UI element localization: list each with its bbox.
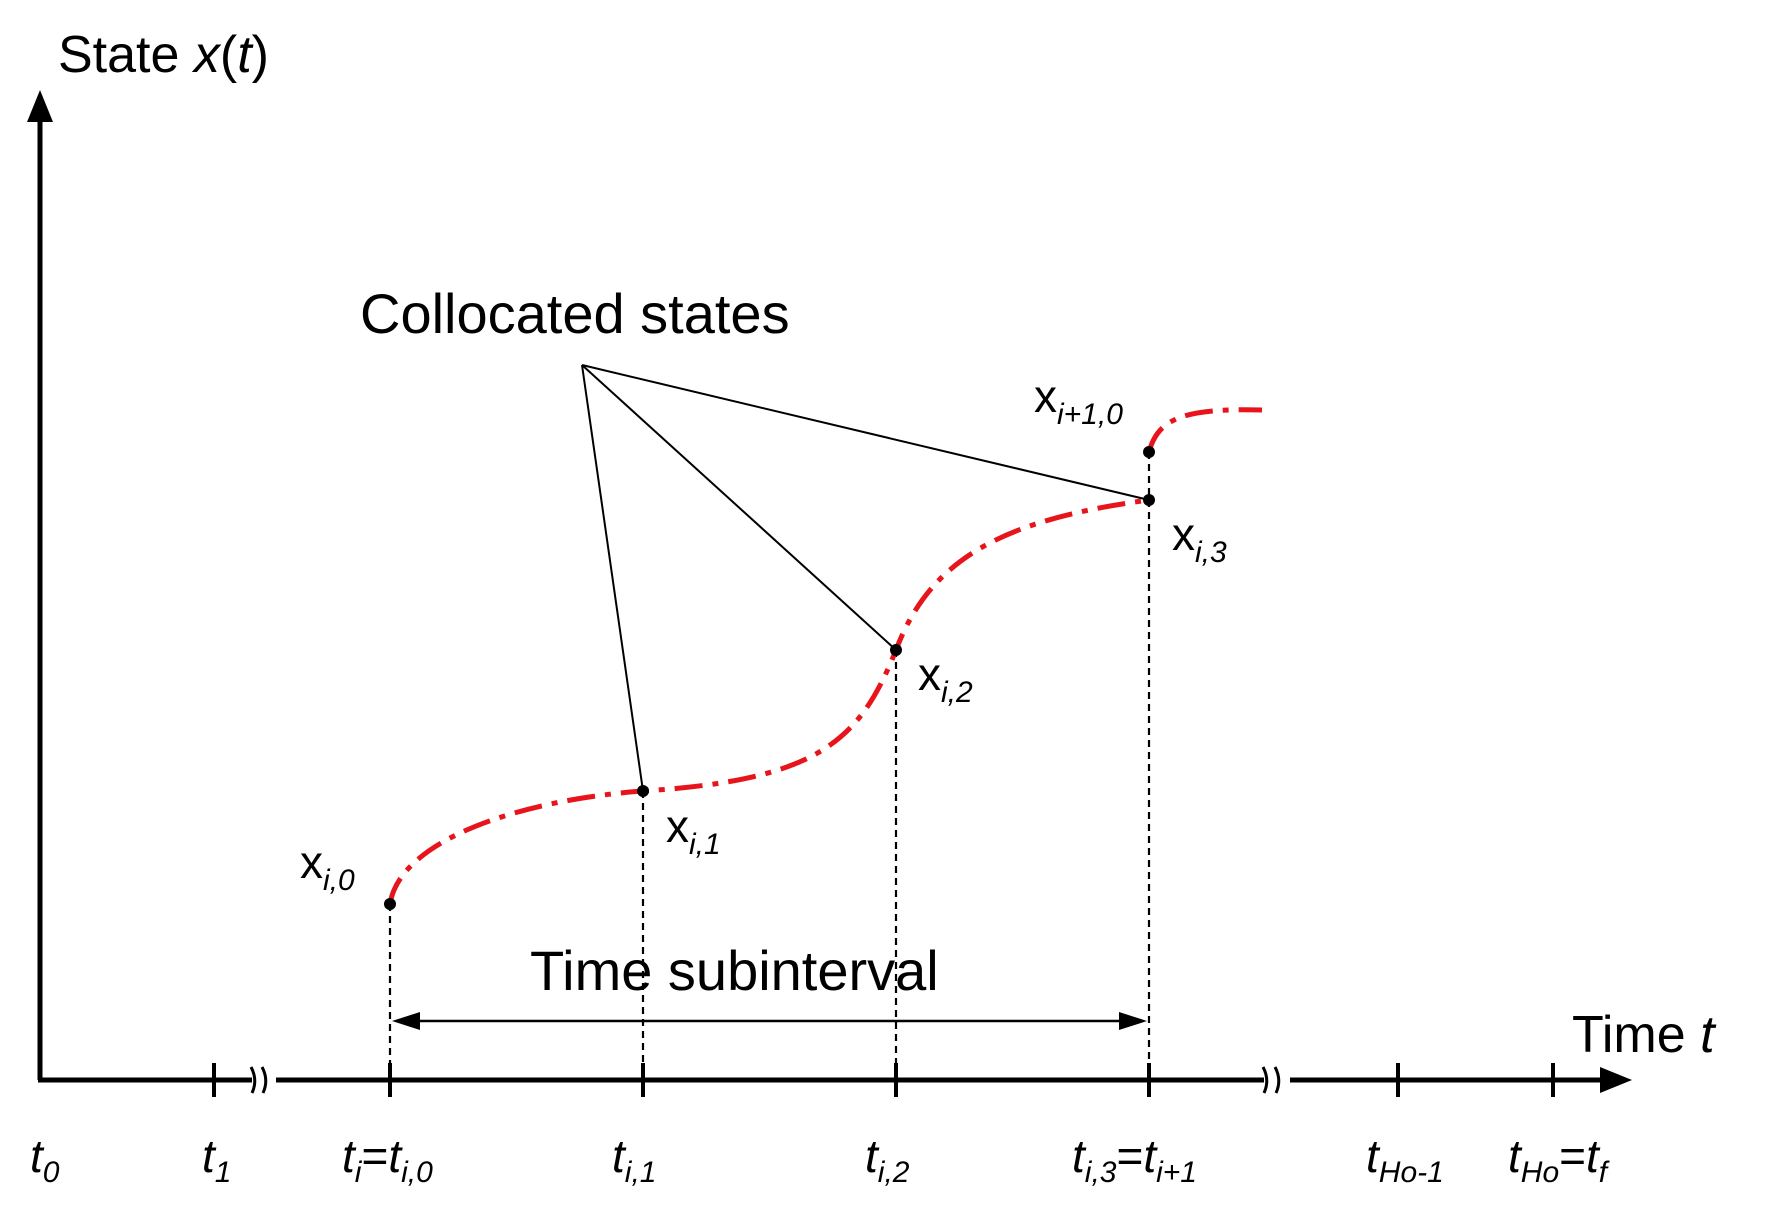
subinterval-arrowhead-left	[392, 1012, 420, 1030]
time-subinterval-span	[392, 1012, 1147, 1030]
x-axis-title: Time t	[1572, 1006, 1717, 1064]
x-axis	[38, 1066, 1632, 1094]
y-axis-title: State x(t)	[58, 26, 269, 84]
tick-label-ti: ti=ti,0	[342, 1130, 433, 1189]
state-trajectory-subinterval	[387, 497, 1150, 905]
label-xi1: xi,1	[666, 800, 721, 861]
y-axis-arrowhead	[27, 90, 53, 122]
collocated-states-leaders	[581, 364, 1150, 792]
axis-break-mark	[1261, 1066, 1269, 1094]
leader-to-xi3	[581, 364, 1150, 501]
tick-label-ti2: ti,2	[865, 1130, 910, 1189]
tick-label-t0: t0	[30, 1130, 60, 1189]
tick-label-t1: t1	[202, 1130, 231, 1189]
tick-label-tHo1: tHo-1	[1366, 1130, 1444, 1189]
axis-break-mark	[1273, 1066, 1281, 1094]
leader-to-xi2	[581, 364, 897, 651]
label-xi3: xi,3	[1172, 508, 1227, 569]
collocation-points	[384, 446, 1155, 910]
point-xi0	[384, 898, 396, 910]
leader-to-xi1	[581, 364, 644, 792]
tick-label-ti3: ti,3=ti+1	[1072, 1130, 1197, 1189]
axis-break-mark	[260, 1066, 268, 1094]
point-xi2	[890, 644, 902, 656]
state-trajectory-next-subinterval	[1146, 407, 1263, 453]
point-xi10	[1143, 446, 1155, 458]
x-axis-arrowhead	[1600, 1067, 1632, 1093]
subinterval-arrowhead-right	[1119, 1012, 1147, 1030]
label-xi10: xi+1,0	[1034, 370, 1123, 431]
point-xi3	[1143, 494, 1155, 506]
label-xi2: xi,2	[918, 648, 973, 709]
time-subinterval-label: Time subinterval	[530, 939, 939, 1002]
tick-label-tHo: tHo=tf	[1508, 1130, 1610, 1189]
tick-label-ti1: ti,1	[612, 1130, 656, 1189]
point-xi1	[637, 785, 649, 797]
collocated-states-label: Collocated states	[360, 282, 790, 345]
y-axis	[27, 90, 53, 1080]
axis-break-mark	[249, 1066, 257, 1094]
dashed-guides	[388, 452, 1151, 1078]
label-xi0: xi,0	[300, 836, 355, 897]
